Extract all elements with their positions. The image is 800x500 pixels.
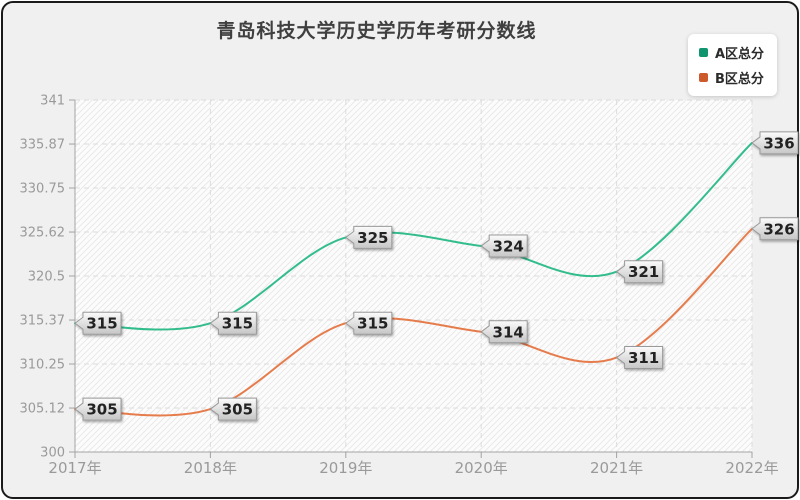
data-label: 336 [751,131,799,155]
y-tick-label: 341 [40,94,65,109]
svg-text:336: 336 [763,134,794,152]
y-tick-label: 325.62 [20,226,66,241]
data-label: 315 [74,311,122,335]
data-label: 311 [616,346,664,370]
x-tick-label: 2018年 [184,459,237,477]
data-label: 325 [345,225,393,249]
x-tick-label: 2019年 [319,459,372,477]
data-label: 315 [209,311,257,335]
x-axis-labels: 2017年 2018年 2019年 2020年 2021年 2022年 [48,459,778,477]
svg-text:311: 311 [628,349,659,367]
svg-text:315: 315 [222,315,253,333]
svg-text:305: 305 [222,401,253,419]
data-label: 305 [209,397,257,421]
svg-text:326: 326 [763,220,794,238]
y-tick-label: 320.5 [28,270,65,285]
svg-text:321: 321 [628,263,659,281]
data-label: 315 [345,311,393,335]
legend-marker-a-icon [698,48,708,57]
legend-item-a-zone[interactable]: A区总分 [698,43,764,62]
legend-marker-b-icon [698,73,708,82]
svg-text:305: 305 [86,401,117,419]
x-tick-label: 2020年 [455,459,508,477]
x-tick-label: 2022年 [725,459,778,477]
y-tick-label: 300 [40,446,65,461]
axes [69,99,753,458]
svg-text:325: 325 [357,229,388,247]
data-label: 314 [480,320,528,344]
legend-item-b-zone[interactable]: B区总分 [698,68,764,87]
series-b-line [74,227,753,417]
legend-label-b: B区总分 [714,72,764,87]
gridlines [75,99,753,452]
y-tick-label: 330.75 [20,182,66,197]
y-tick-label: 305.12 [20,402,66,417]
legend: A区总分 B区总分 [687,34,777,96]
data-labels: 315 315 325 324 321 336 305 305 315 314 311 326 [74,131,799,421]
x-tick-label: 2017年 [48,459,101,477]
y-tick-label: 315.37 [20,314,66,329]
series-a-line [74,141,753,331]
data-label: 305 [74,397,122,421]
x-tick-label: 2021年 [590,459,643,477]
legend-label-a: A区总分 [714,47,764,62]
data-label: 324 [480,234,528,258]
svg-text:314: 314 [493,323,524,341]
chart-title: 青岛科技大学历史学历年考研分数线 [216,20,537,42]
y-tick-label: 335.87 [20,138,66,153]
svg-text:324: 324 [493,237,524,255]
data-label: 326 [751,217,799,241]
y-axis-labels: 300 305.12 310.25 315.37 320.5 325.62 330.75 33… [20,94,66,461]
svg-text:315: 315 [86,315,117,333]
svg-text:315: 315 [357,315,388,333]
data-label: 321 [616,260,664,284]
y-tick-label: 310.25 [20,358,66,373]
